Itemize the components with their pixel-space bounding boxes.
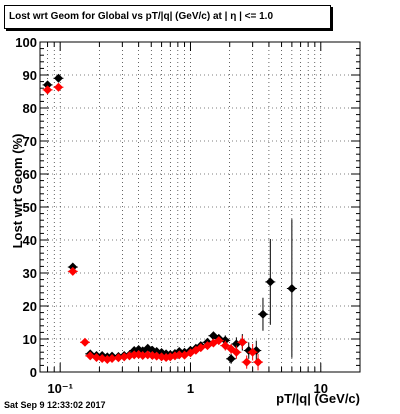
data-point (265, 277, 275, 287)
data-point (43, 85, 53, 95)
data-point (107, 353, 117, 363)
data-point (287, 284, 297, 294)
data-point (43, 80, 53, 90)
y-axis-label: Lost wrt Geom (%) (10, 133, 25, 249)
data-point (220, 341, 230, 351)
data-point (174, 350, 184, 360)
datestamp: Sat Sep 9 12:33:02 2017 (4, 400, 106, 410)
data-point (68, 266, 78, 276)
x-tick-label: 10 (314, 381, 328, 396)
data-point (248, 347, 258, 357)
data-point (92, 352, 102, 362)
data-point (231, 347, 241, 357)
x-tick-label: 1 (187, 381, 194, 396)
y-tick-label: 30 (23, 266, 37, 281)
y-tick-label: 20 (23, 299, 37, 314)
y-tick-label: 60 (23, 167, 37, 182)
data-point (220, 335, 230, 345)
chart-title: Lost wrt Geom for Global vs pT/|q| (GeV/… (4, 5, 331, 29)
y-tick-label: 10 (23, 332, 37, 347)
data-point (258, 309, 268, 319)
data-point (214, 336, 224, 346)
grid-lines (39, 42, 361, 372)
y-tick-label: 90 (23, 68, 37, 83)
x-tick-label: 10⁻¹ (47, 381, 73, 396)
y-tick-label: 70 (23, 134, 37, 149)
data-point (53, 82, 63, 92)
data-point (237, 337, 247, 347)
y-tick-label: 50 (23, 200, 37, 215)
data-point (80, 337, 90, 347)
data-point (253, 357, 263, 367)
data-point (85, 351, 95, 361)
data-point (53, 73, 63, 83)
data-point (113, 353, 123, 363)
y-tick-label: 80 (23, 101, 37, 116)
axes: 0 10 20 30 40 50 60 70 80 90 100 10⁻¹ 1 10 (15, 35, 361, 396)
y-tick-label: 0 (30, 365, 37, 380)
data-point (242, 357, 252, 367)
y-tick-label: 40 (23, 233, 37, 248)
x-axis-label: pT/|q| (GeV/c) (276, 391, 360, 406)
y-tick-label: 100 (15, 35, 37, 50)
data-point (226, 354, 236, 364)
data-series (42, 73, 297, 371)
